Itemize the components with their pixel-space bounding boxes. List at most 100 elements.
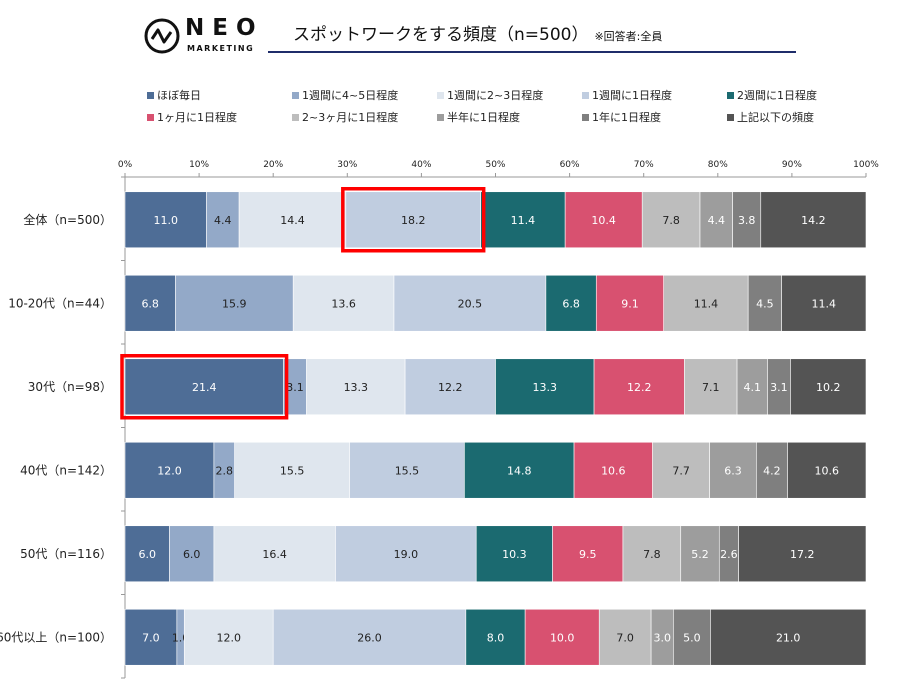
legend-swatch	[727, 113, 734, 121]
bar-segment	[124, 191, 207, 249]
bar-segment	[738, 525, 867, 583]
legend-swatch	[292, 113, 299, 121]
bar-segment	[684, 358, 738, 416]
bar-segment	[593, 358, 685, 416]
bar-segment	[781, 274, 867, 332]
bar-segment	[699, 191, 733, 249]
data-label: 10.6	[601, 464, 626, 477]
bar-segment	[598, 608, 652, 666]
data-label: 12.2	[627, 381, 652, 394]
x-tick-label: 50%	[485, 160, 505, 170]
data-label: 10.3	[502, 548, 527, 561]
data-label: 3.1	[770, 381, 788, 394]
bar-segment	[124, 274, 176, 332]
x-tick-label: 30%	[337, 160, 357, 170]
data-label: 12.0	[216, 631, 241, 644]
bar-segment	[680, 525, 720, 583]
legend-swatch	[147, 91, 154, 99]
legend-label: 2週間に1日程度	[737, 89, 817, 102]
data-label: 13.6	[331, 297, 356, 310]
bar-segment	[169, 525, 215, 583]
highlight-box	[341, 187, 486, 253]
bar-segment	[124, 441, 215, 499]
legend-label: ほぼ毎日	[157, 89, 201, 102]
bar-segment	[393, 274, 547, 332]
bar-segment	[673, 608, 711, 666]
logo-subtext: MARKETING	[187, 44, 255, 53]
bar-segment	[404, 358, 496, 416]
x-tick-label: 70%	[634, 160, 654, 170]
bar-segment	[335, 525, 477, 583]
legend-label: 1週間に1日程度	[592, 89, 672, 102]
bar-segment	[756, 441, 788, 499]
data-label: 12.0	[157, 464, 182, 477]
legend-item: 1ヶ月に1日程度	[147, 109, 237, 125]
category-label: 40代（n=142）	[20, 463, 112, 477]
legend-swatch	[437, 113, 444, 121]
bar-segment	[272, 608, 467, 666]
data-label: 7.8	[643, 548, 661, 561]
legend-item: ほぼ毎日	[147, 87, 201, 103]
legend-swatch	[292, 91, 299, 99]
highlight-box	[120, 354, 289, 420]
legend-label: 上記以下の頻度	[737, 111, 814, 124]
bar-segment	[652, 441, 710, 499]
legend-item: 1週間に1日程度	[582, 87, 672, 103]
legend-swatch	[437, 91, 444, 99]
data-label: 7.8	[662, 214, 680, 227]
legend-label: 1週間に4~5日程度	[302, 89, 399, 102]
legend-label: 半年に1日程度	[447, 111, 520, 124]
data-label: 5.2	[691, 548, 709, 561]
legend-swatch	[582, 113, 589, 121]
category-label: 50代（n=116）	[20, 547, 112, 561]
bar-segment	[790, 358, 867, 416]
legend-item: 上記以下の頻度	[727, 109, 814, 125]
legend-swatch	[147, 113, 154, 121]
data-label: 6.8	[562, 297, 580, 310]
legend-label: 2~3ヶ月に1日程度	[302, 111, 399, 124]
data-label: 11.0	[154, 214, 179, 227]
bar-segment	[595, 274, 665, 332]
bar-segment	[465, 608, 526, 666]
data-label: 4.2	[763, 464, 781, 477]
bar-segment	[545, 274, 597, 332]
chart-title-text: スポットワークをする頻度（n=500）	[293, 25, 589, 45]
legend-item: 1週間に2~3日程度	[437, 87, 543, 103]
chart-title: スポットワークをする頻度（n=500） ※回答者:全員	[293, 20, 662, 45]
data-label: 2.6	[720, 548, 738, 561]
legend-item: 半年に1日程度	[437, 109, 520, 125]
data-label: 15.9	[222, 297, 247, 310]
bar-segment	[573, 441, 653, 499]
bar-segment	[213, 525, 336, 583]
legend-swatch	[727, 91, 734, 99]
data-label: 14.4	[280, 214, 305, 227]
bar-segment	[787, 441, 867, 499]
data-label: 11.4	[812, 297, 837, 310]
bar-segment	[124, 358, 284, 416]
neo-marketing-logo: NEO MARKETING	[143, 15, 258, 57]
bar-segment	[475, 525, 553, 583]
data-label: 3.0	[653, 631, 671, 644]
data-label: 6.8	[141, 297, 159, 310]
bar-segment	[234, 441, 350, 499]
data-label: 4.4	[214, 214, 232, 227]
data-label: 17.2	[790, 548, 815, 561]
data-label: 2.8	[216, 464, 234, 477]
data-label: 10.2	[816, 381, 841, 394]
title-underline	[268, 51, 796, 53]
data-label: 14.8	[507, 464, 532, 477]
x-tick-label: 60%	[560, 160, 580, 170]
data-label: 21.0	[776, 631, 801, 644]
category-label: 10-20代（n=44）	[8, 296, 112, 310]
bar-segment	[464, 441, 575, 499]
bar-segment	[736, 358, 768, 416]
x-tick-label: 100%	[853, 160, 879, 170]
data-label: 7.0	[142, 631, 160, 644]
data-label: 4.5	[756, 297, 774, 310]
data-label: 3.1	[286, 381, 304, 394]
category-label: 30代（n=98）	[28, 380, 112, 394]
legend-label: 1ヶ月に1日程度	[157, 111, 237, 124]
legend-label: 1週間に2~3日程度	[447, 89, 544, 102]
bar-segment	[622, 525, 682, 583]
